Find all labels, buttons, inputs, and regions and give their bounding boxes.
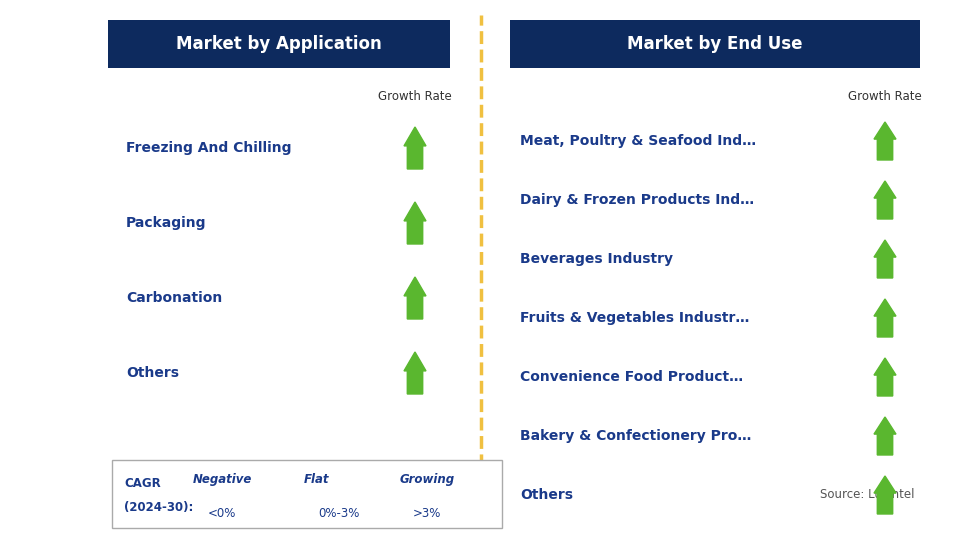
Text: Source: Lucintel: Source: Lucintel <box>820 487 915 500</box>
Polygon shape <box>454 479 470 513</box>
Text: Market by Application: Market by Application <box>176 35 382 53</box>
Text: Growing: Growing <box>399 472 455 486</box>
Bar <box>510 20 920 68</box>
Text: Others: Others <box>126 366 179 380</box>
Polygon shape <box>874 181 896 219</box>
Bar <box>112 460 502 528</box>
Polygon shape <box>874 122 896 160</box>
Polygon shape <box>874 358 896 396</box>
Polygon shape <box>874 476 896 514</box>
Text: Negative: Negative <box>192 472 252 486</box>
Polygon shape <box>404 352 426 394</box>
Polygon shape <box>404 127 426 169</box>
Text: <0%: <0% <box>208 507 236 520</box>
Text: Dairy & Frozen Products Ind…: Dairy & Frozen Products Ind… <box>520 193 754 207</box>
Text: Market by End Use: Market by End Use <box>627 35 803 53</box>
Text: Growth Rate: Growth Rate <box>378 90 452 102</box>
Bar <box>108 20 450 68</box>
Polygon shape <box>242 479 258 513</box>
Polygon shape <box>404 277 426 319</box>
Text: Packaging: Packaging <box>126 216 207 230</box>
Text: Growth Rate: Growth Rate <box>848 90 922 102</box>
Polygon shape <box>874 417 896 455</box>
Text: (2024-30):: (2024-30): <box>124 501 193 514</box>
Polygon shape <box>327 486 371 506</box>
Text: Convenience Food Product…: Convenience Food Product… <box>520 370 744 384</box>
Text: Bakery & Confectionery Pro…: Bakery & Confectionery Pro… <box>520 429 751 443</box>
Text: 0%-3%: 0%-3% <box>319 507 360 520</box>
Text: Others: Others <box>520 488 573 502</box>
Text: CAGR: CAGR <box>124 477 161 490</box>
Polygon shape <box>874 299 896 337</box>
Text: >3%: >3% <box>412 507 441 520</box>
Text: Flat: Flat <box>304 472 330 486</box>
Text: Beverages Industry: Beverages Industry <box>520 252 673 266</box>
Polygon shape <box>874 240 896 278</box>
Text: Fruits & Vegetables Industr…: Fruits & Vegetables Industr… <box>520 311 749 325</box>
Text: Freezing And Chilling: Freezing And Chilling <box>126 141 292 155</box>
Text: Meat, Poultry & Seafood Ind…: Meat, Poultry & Seafood Ind… <box>520 134 756 148</box>
Text: Carbonation: Carbonation <box>126 291 222 305</box>
Polygon shape <box>404 202 426 244</box>
